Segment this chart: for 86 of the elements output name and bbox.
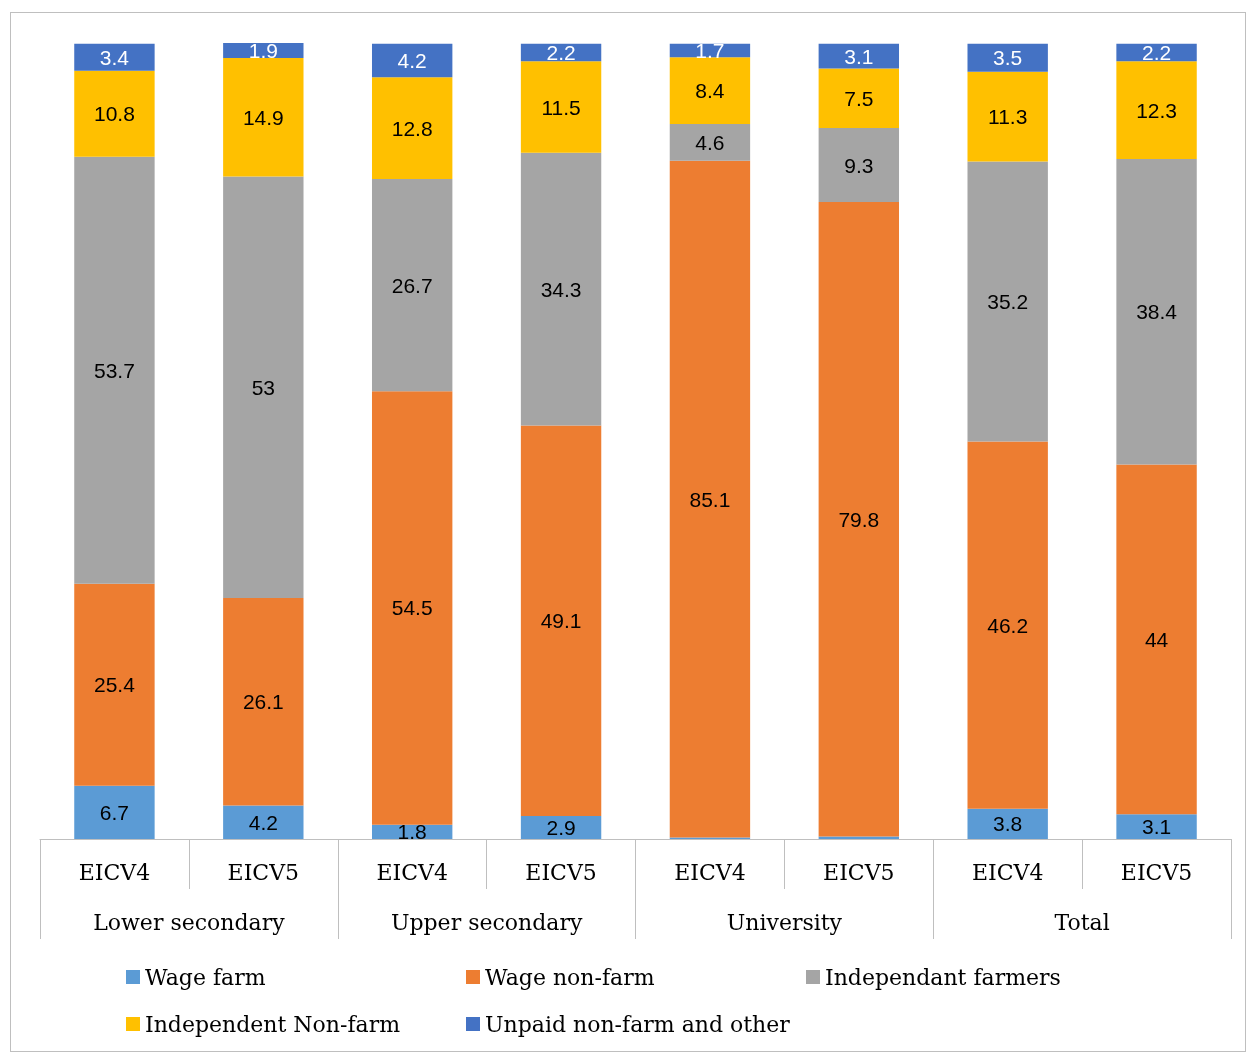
data-label: 11.3 (988, 105, 1028, 129)
data-label: 4.2 (248, 810, 278, 834)
bar (74, 156, 155, 584)
bar (520, 425, 602, 816)
data-label: 1.7 (695, 39, 725, 63)
bar (223, 176, 304, 599)
legend-label: Wage non-farm (485, 964, 655, 990)
bar (669, 57, 751, 125)
data-label: 35.2 (987, 289, 1029, 313)
data-label: 3.1 (1141, 815, 1172, 839)
x-tick-label: EICV5 (227, 859, 300, 885)
bar (223, 598, 304, 806)
bar (1116, 61, 1197, 160)
legend-label: Unpaid non-farm and other (485, 1011, 791, 1037)
data-label: 11.5 (541, 95, 581, 119)
data-label: 38.4 (1136, 300, 1178, 324)
bar (818, 68, 900, 129)
x-tick-label: EICV5 (1120, 859, 1193, 885)
bar (371, 391, 453, 825)
data-label: 8.4 (695, 79, 725, 103)
bar (371, 77, 453, 179)
bar (669, 160, 751, 838)
data-label: 12.3 (1136, 98, 1177, 122)
bar (1116, 464, 1197, 815)
data-label: 79.8 (838, 507, 880, 531)
bar (371, 178, 453, 392)
x-tick-label: EICV5 (525, 859, 597, 885)
data-label: 2.2 (546, 41, 576, 65)
data-label: 34.3 (540, 277, 582, 301)
bar (520, 61, 602, 153)
bar (1116, 159, 1197, 465)
data-label: 26.1 (242, 690, 284, 714)
data-label: 53 (251, 375, 275, 399)
data-label: 46.2 (987, 613, 1029, 637)
bar (74, 43, 155, 71)
legend-label: Independent Non-farm (145, 1011, 401, 1037)
text: University (726, 909, 843, 935)
data-label: 1.8 (397, 820, 427, 844)
bar (223, 805, 304, 839)
x-tick-label: EICV4 (376, 859, 448, 885)
bar (818, 128, 900, 203)
bar (74, 70, 155, 157)
x-tick-label: EICV4 (78, 859, 151, 885)
data-label: 14.9 (242, 105, 284, 129)
bar (74, 785, 155, 839)
data-label: 1.9 (248, 39, 278, 63)
data-label: 6.7 (99, 800, 130, 824)
legend-label: Independant farmers (825, 964, 1061, 990)
data-label: 3.4 (99, 45, 130, 69)
data-label: 44 (1144, 627, 1169, 651)
text: Lower secondary (93, 909, 286, 935)
bar (967, 808, 1048, 839)
data-label: 54.5 (391, 596, 433, 620)
bar (223, 58, 304, 177)
x-tick-label: EICV5 (823, 859, 895, 885)
data-label: 53.7 (94, 358, 135, 382)
data-label: 2.9 (546, 815, 576, 839)
legend-label: Wage farm (145, 964, 266, 990)
data-label: 10.8 (94, 102, 135, 126)
data-label: 4.6 (695, 130, 725, 154)
bar (74, 583, 155, 786)
data-label: 12.8 (391, 116, 433, 140)
bar (669, 124, 751, 161)
x-tick-label: EICV4 (971, 859, 1044, 885)
data-label: 26.7 (391, 273, 433, 297)
data-label: 49.1 (540, 609, 582, 633)
bar (967, 43, 1048, 72)
data-label: 25.4 (94, 673, 136, 697)
bar (967, 71, 1048, 162)
data-label: 2.2 (1141, 41, 1172, 65)
text: Upper secondary (390, 909, 583, 935)
bar (1116, 814, 1197, 839)
x-tick-label: EICV4 (674, 859, 746, 885)
data-label: 3.8 (993, 812, 1023, 836)
bar (967, 161, 1048, 442)
data-label: 4.2 (397, 48, 427, 72)
data-label: 7.5 (844, 86, 874, 110)
data-label: 3.5 (993, 46, 1023, 70)
text: Total (1054, 909, 1110, 935)
data-label: 85.1 (689, 487, 731, 511)
data-label: 9.3 (844, 153, 874, 177)
bar (818, 202, 900, 837)
data-label: 3.1 (844, 44, 874, 68)
bar (967, 441, 1048, 809)
bar (371, 43, 453, 78)
bar (520, 152, 602, 426)
